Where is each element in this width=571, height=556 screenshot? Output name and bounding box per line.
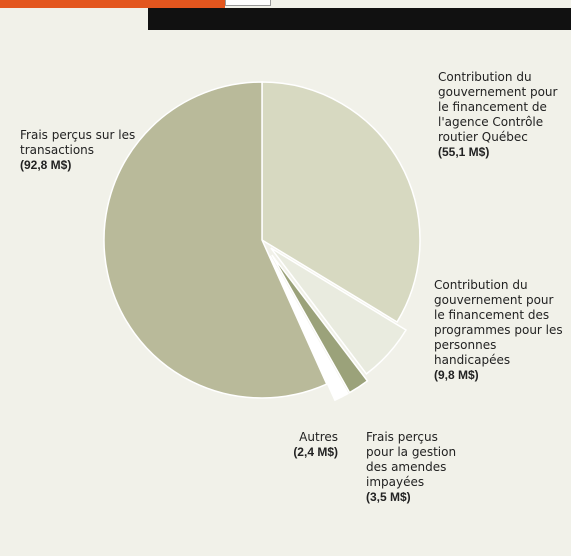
pie-slice [261, 81, 421, 323]
pie-slice [269, 255, 349, 402]
category-text: Frais perçus pour la gestion des amendes… [366, 430, 457, 489]
category-text: Autres [299, 430, 338, 444]
value-label: (9,8 M$) [434, 368, 479, 382]
tab-box [225, 0, 271, 6]
slice-label: Contribution du gouvernement pour le fin… [438, 70, 568, 160]
slice-label: Frais perçus sur les transactions (92,8 M… [20, 128, 150, 173]
orange-bar [0, 0, 225, 8]
pie-slice [103, 81, 328, 399]
slice-label: Autres (2,4 M$) [272, 430, 338, 460]
category-text: Contribution du gouvernement pour le fin… [438, 70, 558, 144]
black-bar [148, 8, 571, 30]
slice-label: Contribution du gouvernement pour le fin… [434, 278, 564, 383]
pie-slice [271, 254, 369, 394]
value-label: (55,1 M$) [438, 145, 490, 159]
pie-slice [270, 247, 408, 375]
slice-label: Frais perçus pour la gestion des amendes… [366, 430, 466, 505]
value-label: (92,8 M$) [20, 158, 72, 172]
value-label: (2,4 M$) [293, 445, 338, 459]
value-label: (3,5 M$) [366, 490, 411, 504]
category-text: Frais perçus sur les transactions [20, 128, 136, 157]
category-text: Contribution du gouvernement pour le fin… [434, 278, 563, 367]
